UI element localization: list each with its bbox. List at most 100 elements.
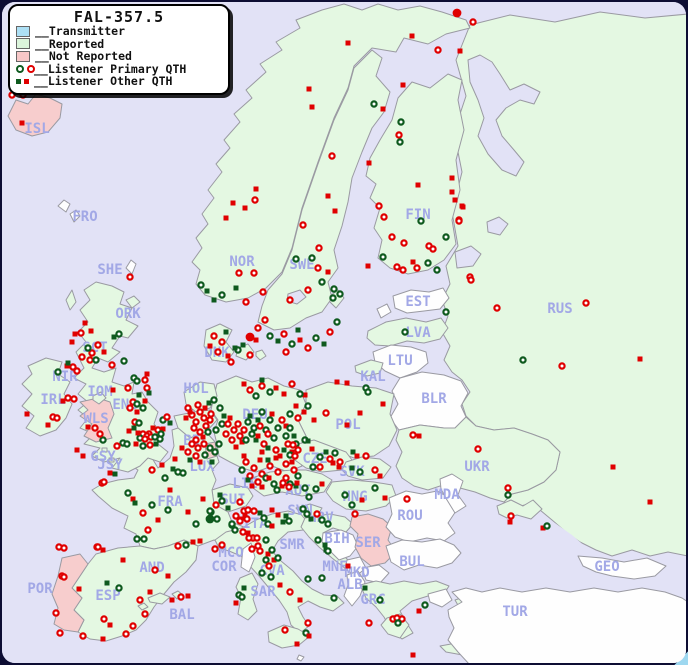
listener-primary-qth-marker	[140, 535, 148, 543]
listener-other-qth-marker	[223, 329, 229, 335]
country-label-KAL: KAL	[360, 369, 385, 385]
listener-primary-qth-marker	[375, 202, 383, 210]
listener-primary-qth-marker	[218, 541, 226, 549]
listener-other-qth-marker	[134, 409, 140, 415]
country-BUL	[385, 538, 462, 571]
listener-other-qth-marker	[294, 641, 300, 647]
listener-primary-qth-marker	[370, 100, 378, 108]
listener-other-qth-marker	[202, 405, 208, 411]
legend-box: FAL-357.5 __Transmitter __Reported __Not…	[8, 4, 230, 95]
listener-other-qth-marker	[283, 423, 289, 429]
legend-label: __Listener Primary QTH	[34, 61, 187, 76]
country-ROU	[385, 490, 457, 543]
listener-primary-qth-marker	[234, 420, 242, 428]
listener-other-qth-marker	[107, 622, 113, 628]
listener-primary-qth-marker	[139, 442, 147, 450]
listener-primary-qth-marker	[69, 363, 77, 371]
listener-primary-qth-marker	[272, 446, 280, 454]
listener-other-qth-marker	[410, 652, 416, 658]
listener-primary-qth-marker	[231, 526, 239, 534]
listener-primary-qth-marker	[240, 426, 248, 434]
listener-other-qth-marker	[169, 597, 175, 603]
listener-primary-qth-marker	[304, 575, 312, 583]
listener-primary-qth-marker	[281, 626, 289, 634]
listener-other-qth-marker	[297, 597, 303, 603]
listener-primary-qth-marker	[504, 491, 512, 499]
not-reported-swatch-icon	[16, 50, 30, 62]
listener-other-qth-marker	[452, 197, 458, 203]
country-ITA	[214, 510, 345, 634]
country-label-ESP: ESP	[95, 588, 120, 604]
listener-primary-qth-marker	[262, 536, 270, 544]
listener-primary-qth-marker	[133, 535, 141, 543]
listener-other-qth-marker	[217, 492, 223, 498]
listener-primary-qth-marker	[192, 436, 200, 444]
listener-primary-qth-marker	[252, 392, 260, 400]
listener-primary-qth-marker	[318, 516, 326, 524]
listener-other-qth-marker	[110, 387, 116, 393]
listener-primary-qth-marker	[356, 468, 364, 476]
island-jersey	[108, 457, 115, 463]
listener-other-qth-marker	[449, 189, 455, 195]
listener-primary-qth-marker	[270, 434, 278, 442]
listener-primary-qth-marker	[394, 619, 402, 627]
listener-other-qth-marker	[297, 337, 303, 343]
country-EST	[392, 287, 450, 314]
listener-primary-qth-marker	[274, 554, 282, 562]
listener-primary-qth-marker	[312, 334, 320, 342]
listener-primary-qth-marker	[326, 328, 334, 336]
listener-primary-qth-marker	[218, 420, 226, 428]
listener-primary-qth-marker	[206, 507, 214, 515]
listener-primary-qth-marker	[238, 593, 246, 601]
listener-other-qth-marker	[190, 539, 196, 545]
listener-primary-qth-marker	[60, 573, 68, 581]
listener-primary-qth-marker	[328, 152, 336, 160]
listener-primary-qth-marker	[133, 400, 141, 408]
islands-shetland	[125, 259, 137, 275]
listener-other-qth-marker	[221, 413, 227, 419]
listener-primary-qth-marker	[78, 353, 86, 361]
listener-primary-qth-marker	[77, 329, 85, 337]
listener-other-qth-marker	[187, 457, 193, 463]
listener-primary-qth-marker	[290, 466, 298, 474]
country-label-NOR: NOR	[229, 254, 255, 270]
listener-primary-qth-marker	[64, 394, 72, 402]
listener-other-qth-marker	[82, 320, 88, 326]
listener-primary-qth-marker	[184, 448, 192, 456]
listener-other-qth-marker	[359, 497, 365, 503]
country-label-FIN: FIN	[405, 207, 430, 223]
listener-primary-qth-marker	[88, 349, 96, 357]
country-label-FRO: FRO	[72, 209, 97, 225]
listener-primary-qth-marker	[282, 348, 290, 356]
listener-primary-qth-marker	[304, 286, 312, 294]
listener-other-qth-marker	[336, 464, 342, 470]
country-label-ROU: ROU	[397, 508, 422, 524]
listener-primary-qth-marker	[314, 264, 322, 272]
listener-primary-qth-marker	[182, 541, 190, 549]
listener-other-qth-marker	[209, 459, 215, 465]
listener-primary-qth-marker	[305, 493, 313, 501]
listener-primary-qth-marker	[266, 462, 274, 470]
listener-other-qth-marker	[309, 104, 315, 110]
listener-primary-qth-marker	[248, 545, 256, 553]
listener-other-qth-marker	[223, 215, 229, 221]
listener-primary-qth-marker	[507, 512, 515, 520]
listener-primary-qth-marker	[330, 594, 338, 602]
listener-primary-qth-marker	[274, 468, 282, 476]
listener-other-qth-marker	[72, 331, 78, 337]
islands-orkney	[125, 295, 141, 309]
listener-other-qth-marker	[135, 430, 141, 436]
listener-primary-qth-marker	[294, 472, 302, 480]
listener-primary-qth-marker	[267, 573, 275, 581]
listener-primary-qth-marker	[200, 414, 208, 422]
country-label-SER: SER	[355, 535, 381, 551]
listener-primary-qth-marker	[421, 601, 429, 609]
listener-other-qth-marker	[281, 391, 287, 397]
country-label-ISL: ISL	[24, 121, 49, 137]
listener-primary-qth-marker	[236, 517, 244, 525]
listener-other-qth-marker	[295, 327, 301, 333]
country-label-SVK: SVK	[339, 464, 365, 480]
listener-other-qth-marker	[170, 466, 176, 472]
